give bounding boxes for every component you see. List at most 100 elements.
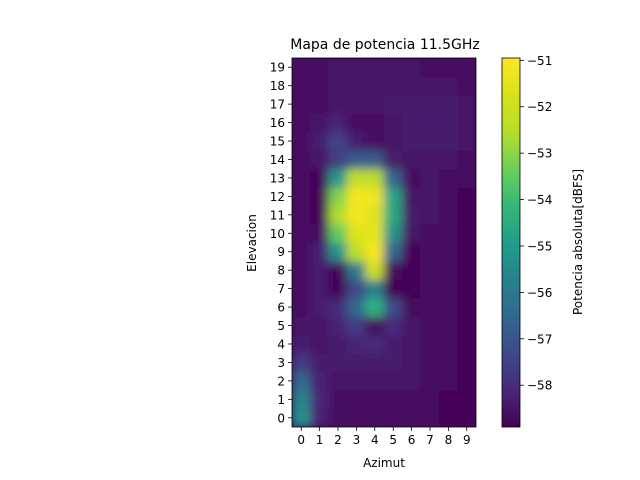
heatmap-cell	[292, 297, 311, 317]
heatmap-cell	[457, 75, 476, 96]
heatmap-cell	[383, 315, 403, 336]
heatmap-cell	[365, 242, 385, 262]
heatmap-cell	[438, 58, 459, 77]
y-tick-label: 10	[270, 227, 285, 241]
y-tick-label: 13	[270, 171, 285, 185]
heatmap-cell	[365, 297, 385, 317]
heatmap-cell	[309, 58, 330, 77]
heatmap-cell	[383, 149, 403, 170]
heatmap-cell	[346, 371, 367, 391]
heatmap-cell	[292, 168, 311, 188]
plot-frame	[291, 57, 477, 428]
heatmap-cell	[457, 297, 476, 317]
heatmap-cell	[328, 278, 348, 299]
heatmap-cell	[346, 75, 367, 96]
heatmap-cell	[309, 223, 330, 243]
heatmap-cell	[346, 260, 367, 280]
y-tick-label: 7	[277, 282, 285, 296]
heatmap-cell	[292, 112, 311, 133]
heatmap-cell	[328, 58, 348, 77]
heatmap-cell	[401, 260, 422, 280]
heatmap-cell	[420, 315, 440, 336]
heatmap-cell	[457, 168, 476, 188]
heatmap-cell	[383, 58, 403, 77]
heatmap-cell	[457, 315, 476, 336]
y-tick-label: 15	[270, 135, 285, 149]
heatmap-cell	[292, 315, 311, 336]
heatmap-cell	[401, 352, 422, 373]
heatmap-cell	[346, 352, 367, 373]
heatmap-cell	[420, 297, 440, 317]
heatmap-cell	[309, 149, 330, 170]
x-tick-label: 6	[408, 433, 416, 447]
x-tick-label: 7	[426, 433, 434, 447]
heatmap-cell	[438, 371, 459, 391]
heatmap-cell	[328, 94, 348, 114]
heatmap-cell	[309, 408, 330, 427]
heatmap-cell	[365, 112, 385, 133]
heatmap-cell	[457, 278, 476, 299]
heatmap-cell	[346, 94, 367, 114]
heatmap-cell	[365, 389, 385, 410]
heatmap-cell	[457, 131, 476, 151]
heatmap	[292, 58, 476, 427]
y-tick-label: 11	[270, 208, 285, 222]
heatmap-cell	[401, 75, 422, 96]
heatmap-cell	[438, 242, 459, 262]
heatmap-cell	[438, 408, 459, 427]
heatmap-cell	[365, 408, 385, 427]
heatmap-cell	[365, 315, 385, 336]
heatmap-cell	[309, 75, 330, 96]
heatmap-cell	[383, 75, 403, 96]
heatmap-cell	[457, 149, 476, 170]
heatmap-cell	[309, 315, 330, 336]
heatmap-cell	[420, 352, 440, 373]
heatmap-cell	[328, 297, 348, 317]
heatmap-cell	[383, 278, 403, 299]
heatmap-cell	[420, 223, 440, 243]
heatmap-cell	[420, 389, 440, 410]
heatmap-cell	[438, 205, 459, 225]
heatmap-cell	[328, 168, 348, 188]
colorbar-tick-label: −57	[527, 332, 552, 346]
y-tick-label: 8	[277, 264, 285, 278]
colorbar-tick-label: −54	[527, 193, 552, 207]
heatmap-cell	[383, 168, 403, 188]
heatmap-cell	[346, 334, 367, 354]
heatmap-cell	[328, 352, 348, 373]
heatmap-cell	[365, 131, 385, 151]
heatmap-cell	[365, 223, 385, 243]
heatmap-cell	[438, 186, 459, 207]
heatmap-cell	[346, 131, 367, 151]
heatmap-cell	[292, 58, 311, 77]
y-tick-label: 5	[277, 319, 285, 333]
colorbar-gradient	[502, 58, 520, 427]
heatmap-cell	[383, 352, 403, 373]
y-tick-label: 12	[270, 190, 285, 204]
heatmap-cell	[383, 131, 403, 151]
heatmap-cell	[309, 352, 330, 373]
heatmap-cell	[420, 260, 440, 280]
heatmap-cell	[383, 260, 403, 280]
x-tick-label: 0	[297, 433, 305, 447]
heatmap-cell	[401, 112, 422, 133]
heatmap-cell	[401, 58, 422, 77]
y-tick-label: 9	[277, 245, 285, 259]
heatmap-cell	[346, 389, 367, 410]
heatmap-cell	[309, 242, 330, 262]
heatmap-cell	[328, 205, 348, 225]
heatmap-cell	[365, 75, 385, 96]
heatmap-cell	[292, 75, 311, 96]
heatmap-cell	[457, 58, 476, 77]
heatmap-cell	[438, 334, 459, 354]
y-tick-label: 3	[277, 356, 285, 370]
colorbar-frame	[501, 57, 521, 428]
heatmap-cell	[365, 260, 385, 280]
heatmap-cell	[346, 297, 367, 317]
heatmap-cell	[420, 205, 440, 225]
heatmap-cell	[383, 297, 403, 317]
heatmap-cell	[401, 278, 422, 299]
colorbar-tick-label: −53	[527, 147, 552, 161]
y-tick-label: 14	[270, 153, 285, 167]
heatmap-cell	[346, 408, 367, 427]
